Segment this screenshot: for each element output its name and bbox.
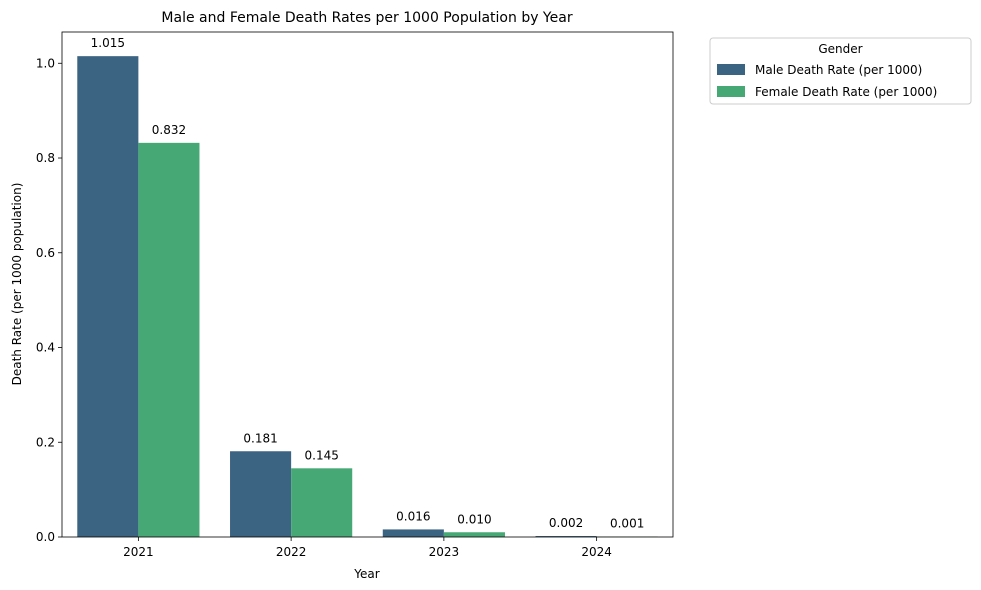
bar-female-2022 <box>291 468 353 537</box>
data-label: 0.832 <box>152 123 186 137</box>
bar-female-2023 <box>443 532 505 537</box>
data-label: 0.010 <box>457 512 491 526</box>
y-tick-label: 0.8 <box>36 151 55 165</box>
y-axis-label: Death Rate (per 1000 population) <box>10 183 24 386</box>
y-tick-label: 0.4 <box>36 341 55 355</box>
bar-male-2024 <box>535 536 597 537</box>
legend-swatch-male <box>717 64 745 75</box>
legend: Gender Male Death Rate (per 1000) Female D… <box>709 37 972 105</box>
legend-frame <box>709 37 972 105</box>
data-label: 0.002 <box>549 516 583 530</box>
x-tick-label: 2021 <box>123 545 154 559</box>
legend-title: Gender <box>818 42 862 56</box>
plot-area: 1.015 0.181 0.016 0.002 0.832 0.145 0.010 0.001… <box>36 31 674 559</box>
x-tick-label: 2024 <box>581 545 612 559</box>
data-label: 0.181 <box>243 431 277 445</box>
bar-male-2023 <box>382 529 444 537</box>
data-label: 0.001 <box>610 517 644 531</box>
data-label: 1.015 <box>91 36 125 50</box>
x-tick-label: 2022 <box>276 545 307 559</box>
bar-male-2022 <box>230 451 292 537</box>
y-tick-label: 0.2 <box>36 435 55 449</box>
legend-swatch-female <box>717 86 745 97</box>
y-tick-label: 1.0 <box>36 56 55 70</box>
y-tick-label: 0.6 <box>36 246 55 260</box>
plot-frame <box>61 31 674 538</box>
bar-female-2021 <box>138 142 200 537</box>
bar-male-2021 <box>77 56 139 537</box>
y-tick-label: 0.0 <box>36 530 55 544</box>
data-label: 0.016 <box>396 509 430 523</box>
chart-title: Male and Female Death Rates per 1000 Pop… <box>161 10 572 26</box>
legend-label-male: Male Death Rate (per 1000) <box>755 63 922 77</box>
x-axis-label: Year <box>353 567 379 581</box>
legend-label-female: Female Death Rate (per 1000) <box>755 85 937 99</box>
x-tick-label: 2023 <box>429 545 460 559</box>
data-label: 0.145 <box>305 448 339 462</box>
